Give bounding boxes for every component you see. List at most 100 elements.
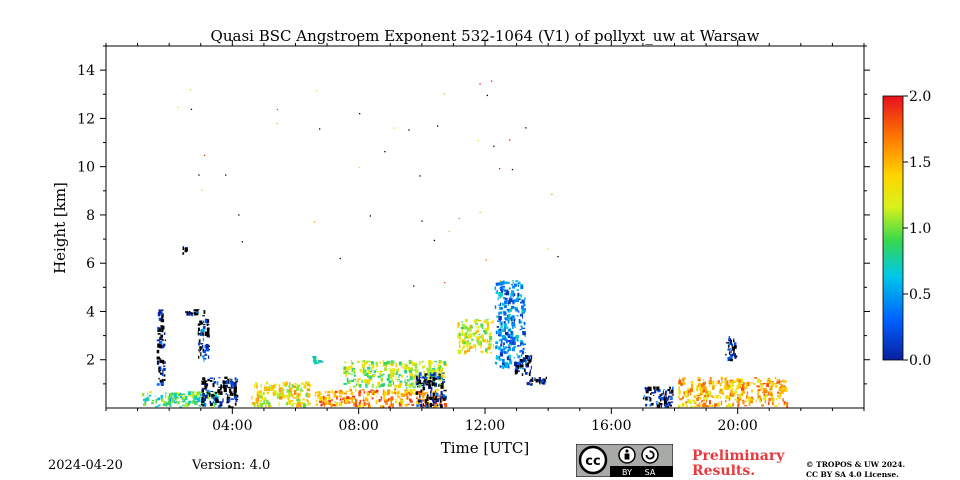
feature-9-cell xyxy=(355,383,358,386)
feature-8-cell xyxy=(404,404,408,407)
feature-11-cell xyxy=(463,345,466,348)
feature-11-cell xyxy=(492,344,495,348)
feature-8-cell xyxy=(423,404,427,408)
feature-0-cell xyxy=(161,338,164,340)
feature-9-cell xyxy=(371,361,374,365)
feature-5-cell xyxy=(201,397,204,400)
feature-9-cell xyxy=(414,365,418,369)
feature-12-cell xyxy=(498,358,502,361)
feature-16-cell xyxy=(724,383,728,387)
feature-16-cell xyxy=(687,390,690,393)
feature-6-cell xyxy=(308,394,310,398)
feature-9-cell xyxy=(363,369,367,374)
feature-11-cell xyxy=(489,340,492,342)
feature-4-cell xyxy=(179,394,182,399)
feature-8-cell xyxy=(406,392,408,397)
feature-16-cell xyxy=(763,395,767,400)
feature-5-cell xyxy=(202,380,205,385)
feature-17-cell xyxy=(732,353,735,356)
feature-16-cell xyxy=(725,400,727,403)
feature-5-cell xyxy=(219,405,223,407)
feature-8-cell xyxy=(368,390,372,393)
feature-8-cell xyxy=(364,397,367,402)
feature-8-cell xyxy=(316,397,320,399)
feature-12-cell xyxy=(498,332,502,337)
preliminary-notice: Preliminary Results. xyxy=(692,449,784,479)
feature-6-cell xyxy=(307,384,310,386)
feature-10-cell xyxy=(419,377,422,379)
feature-11-cell xyxy=(476,336,481,341)
feature-16-cell xyxy=(786,403,789,408)
feature-6-cell xyxy=(269,384,271,387)
feature-16-cell xyxy=(698,402,701,407)
feature-12-cell xyxy=(514,285,515,288)
feature-16-cell xyxy=(690,389,694,393)
feature-8-cell xyxy=(332,404,336,407)
feature-11-cell xyxy=(475,330,479,333)
feature-8-cell xyxy=(400,392,404,397)
badge-cc-text: cc xyxy=(585,454,600,469)
feature-4-cell xyxy=(216,396,219,399)
feature-15-cell xyxy=(664,404,668,408)
feature-8-cell xyxy=(371,391,373,395)
feature-15-cell xyxy=(642,397,645,400)
feature-6-cell xyxy=(273,390,277,394)
feature-8-cell xyxy=(353,402,356,406)
feature-12-cell xyxy=(506,356,509,361)
feature-9-cell xyxy=(406,379,409,382)
feature-9-cell xyxy=(396,387,399,389)
feature-9-cell xyxy=(389,367,392,372)
feature-12-cell xyxy=(518,319,521,324)
feature-5-cell xyxy=(227,400,229,402)
feature-4-cell xyxy=(213,391,216,393)
feature-16-cell xyxy=(741,387,744,391)
feature-6-cell xyxy=(295,397,297,399)
feature-5-cell xyxy=(233,389,236,395)
feature-16-cell xyxy=(751,399,753,401)
feature-9-cell xyxy=(437,364,442,369)
speckle xyxy=(485,259,487,261)
feature-15-cell xyxy=(670,401,673,403)
feature-4-cell xyxy=(193,401,196,403)
feature-16-cell xyxy=(715,395,719,399)
feature-8-cell xyxy=(390,396,394,401)
feature-16-cell xyxy=(721,381,724,383)
feature-10-cell xyxy=(438,384,440,387)
feature-3-cell xyxy=(199,348,201,353)
feature-5-cell xyxy=(236,378,239,383)
feature-12-cell xyxy=(499,295,502,299)
feature-5-cell xyxy=(202,404,205,407)
feature-11-cell xyxy=(466,343,468,347)
feature-16-cell xyxy=(690,380,693,383)
feature-6-cell xyxy=(292,397,296,399)
feature-12-cell xyxy=(511,292,514,296)
feature-3-cell xyxy=(202,348,204,352)
feature-6-cell xyxy=(300,387,302,392)
feature-8-cell xyxy=(335,402,339,407)
feature-15-cell xyxy=(654,391,657,394)
feature-15-cell xyxy=(645,390,649,394)
feature-16-cell xyxy=(698,393,700,396)
feature-9-cell xyxy=(407,367,411,372)
feature-16-cell xyxy=(742,400,744,405)
feature-8-cell xyxy=(387,390,390,395)
feature-16-cell xyxy=(743,382,745,385)
feature-5-cell xyxy=(234,402,237,406)
feature-16-cell xyxy=(706,396,708,401)
feature-0-cell xyxy=(160,372,163,375)
feature-8-cell xyxy=(388,406,391,408)
feature-4-cell xyxy=(162,403,166,406)
cc-by-sa-badge[interactable]: cc BY SA xyxy=(576,444,673,477)
feature-5-cell xyxy=(206,383,208,387)
feature-4-cell xyxy=(183,405,187,407)
feature-8-cell xyxy=(368,401,370,405)
feature-0-cell xyxy=(158,369,161,373)
feature-6-cell xyxy=(266,399,269,405)
feature-10-cell xyxy=(427,380,430,384)
feature-12-cell xyxy=(517,282,519,287)
feature-12-cell xyxy=(511,305,515,309)
feature-8-cell xyxy=(433,404,438,408)
feature-10-cell xyxy=(417,386,419,388)
colorbar-tick-label: 0.0 xyxy=(909,353,931,369)
feature-11-cell xyxy=(475,347,477,352)
